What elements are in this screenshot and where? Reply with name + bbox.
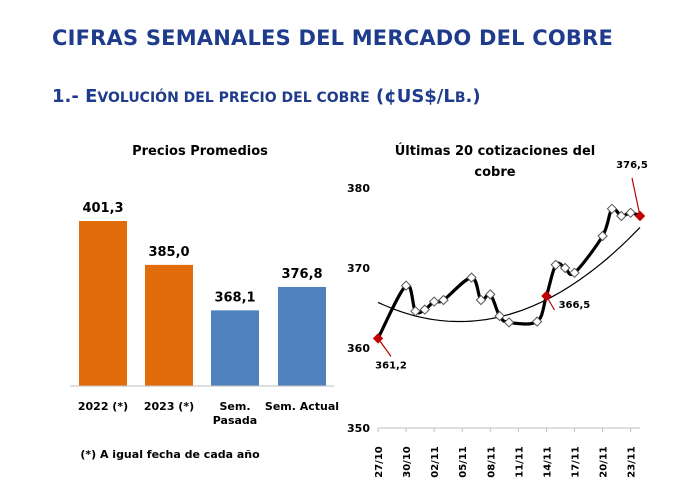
y-tick-label: 350 (347, 422, 370, 435)
data-point-marker (606, 203, 618, 215)
trend-line (377, 226, 641, 323)
bar-value-label: 368,1 (214, 290, 255, 305)
section-title-smallcaps-2: B (454, 90, 466, 106)
annotation-arrow (545, 295, 555, 311)
data-point-marker (531, 316, 543, 327)
bar-value-label: 401,3 (82, 201, 123, 216)
section-title-end: .) (465, 86, 481, 107)
bar-chart-footnote: (*) A igual fecha de cada año (80, 448, 260, 461)
y-tick-label: 380 (347, 182, 370, 195)
bar-value-label: 385,0 (148, 245, 189, 260)
x-tick-label: 30/10 (402, 446, 413, 478)
bar-category-label: 2022 (*) (78, 400, 128, 413)
data-point-marker (550, 259, 561, 271)
annotation-label: 366,5 (559, 300, 591, 311)
data-point-marker (494, 310, 505, 322)
bar (145, 264, 193, 386)
bar-chart-title: Precios Promedios (132, 144, 268, 159)
data-point-marker (485, 289, 496, 300)
bar-category-label: Sem. Actual (265, 400, 339, 413)
bar-category-label: Pasada (213, 414, 257, 427)
data-point-marker (597, 230, 608, 242)
data-point-marker (466, 272, 477, 283)
x-tick-label: 14/11 (542, 446, 553, 478)
x-tick-label: 05/11 (458, 446, 469, 478)
annotation-label: 376,5 (616, 160, 648, 171)
line-chart-title: Últimas 20 cotizaciones del (395, 143, 596, 159)
bar-category-label: Sem. (219, 400, 250, 413)
bar-category-label: 2023 (*) (144, 400, 194, 413)
x-tick-label: 17/11 (571, 446, 582, 478)
data-point-marker (410, 305, 421, 317)
annotation-label: 361,2 (375, 360, 407, 371)
data-point-marker (569, 267, 580, 279)
section-title-middle: (¢US$/L (369, 86, 455, 107)
data-point-marker (419, 304, 430, 315)
page-title: CIFRAS SEMANALES DEL MERCADO DEL COBRE (52, 26, 614, 50)
x-tick-label: 20/11 (599, 446, 610, 478)
data-point-marker (428, 296, 440, 307)
section-title: 1.- EVOLUCIÓN DEL PRECIO DEL COBRE (¢US$… (52, 86, 481, 107)
data-point-marker (438, 294, 449, 306)
data-point-marker (616, 210, 627, 222)
x-tick-label: 08/11 (486, 446, 497, 478)
section-title-prefix: 1.- E (52, 86, 98, 107)
line-chart-title: cobre (474, 165, 515, 180)
x-tick-label: 11/11 (514, 446, 525, 478)
x-tick-label: 02/11 (430, 446, 441, 478)
y-tick-label: 370 (347, 262, 370, 275)
bar (278, 286, 326, 386)
data-point-marker (559, 262, 571, 274)
x-tick-label: 27/10 (374, 446, 385, 478)
bar (79, 221, 127, 386)
section-title-smallcaps-1: VOLUCIÓN DEL PRECIO DEL COBRE (97, 90, 370, 106)
bar-value-label: 376,8 (281, 267, 322, 282)
data-point-marker (400, 280, 412, 291)
x-tick-label: 23/11 (627, 446, 638, 478)
data-point-marker (475, 294, 487, 306)
y-tick-label: 360 (347, 342, 370, 355)
data-point-marker (503, 317, 515, 328)
annotation-arrow (377, 338, 392, 357)
bar (211, 310, 259, 386)
data-point-marker (625, 207, 636, 219)
annotation-arrow (631, 177, 641, 217)
